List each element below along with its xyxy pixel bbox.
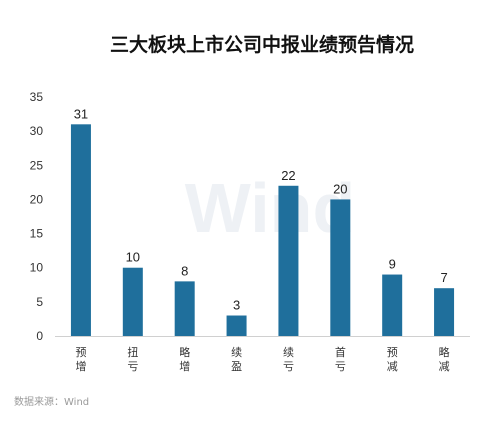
data-label: 31 bbox=[74, 106, 88, 121]
x-category-label: 减 bbox=[387, 360, 398, 373]
bar bbox=[330, 199, 351, 336]
data-label: 22 bbox=[281, 168, 295, 183]
y-tick-label: 15 bbox=[30, 227, 44, 241]
y-tick-label: 25 bbox=[30, 158, 44, 172]
bar-series bbox=[70, 124, 455, 336]
data-label: 8 bbox=[181, 263, 188, 278]
bar bbox=[226, 315, 247, 336]
x-category-label: 增 bbox=[179, 359, 190, 373]
x-category-label: 增 bbox=[75, 359, 86, 373]
x-category-label: 首 bbox=[335, 345, 346, 359]
y-tick-label: 10 bbox=[30, 261, 44, 275]
wind-watermark: Wind bbox=[185, 169, 355, 247]
bar bbox=[122, 267, 143, 336]
bar bbox=[70, 124, 91, 336]
x-category-label: 续 bbox=[283, 345, 294, 359]
bar bbox=[278, 185, 299, 336]
x-category-label: 续 bbox=[231, 345, 242, 359]
x-category-label: 扭 bbox=[127, 345, 138, 359]
bar bbox=[434, 288, 455, 336]
x-category-label: 减 bbox=[439, 360, 450, 373]
x-category-label: 亏 bbox=[127, 360, 138, 373]
source-note: 数据来源：Wind bbox=[14, 395, 89, 408]
x-category-label: 亏 bbox=[283, 360, 294, 373]
x-category-label: 略 bbox=[439, 345, 450, 359]
y-tick-label: 20 bbox=[30, 192, 44, 206]
data-label: 3 bbox=[233, 298, 240, 313]
x-category-label: 亏 bbox=[335, 360, 346, 373]
y-tick-label: 5 bbox=[36, 295, 43, 309]
bar bbox=[174, 281, 195, 336]
data-label: 10 bbox=[126, 250, 140, 265]
x-category-label: 预 bbox=[387, 346, 398, 359]
bar bbox=[382, 274, 403, 336]
data-label: 20 bbox=[333, 181, 347, 196]
y-tick-label: 30 bbox=[30, 124, 44, 138]
x-category-label: 略 bbox=[179, 345, 190, 359]
x-category-label: 盈 bbox=[231, 360, 242, 373]
y-tick-label: 35 bbox=[30, 90, 44, 104]
y-tick-label: 0 bbox=[36, 329, 43, 343]
data-label: 9 bbox=[389, 257, 396, 272]
data-labels: 31 10 8 3 22 20 9 7 bbox=[74, 106, 448, 312]
chart-title: 三大板块上市公司中报业绩预告情况 bbox=[110, 33, 414, 56]
x-category-label: 预 bbox=[75, 346, 86, 359]
y-axis: 0 5 10 15 20 25 30 35 bbox=[30, 90, 470, 343]
data-label: 7 bbox=[440, 270, 447, 285]
